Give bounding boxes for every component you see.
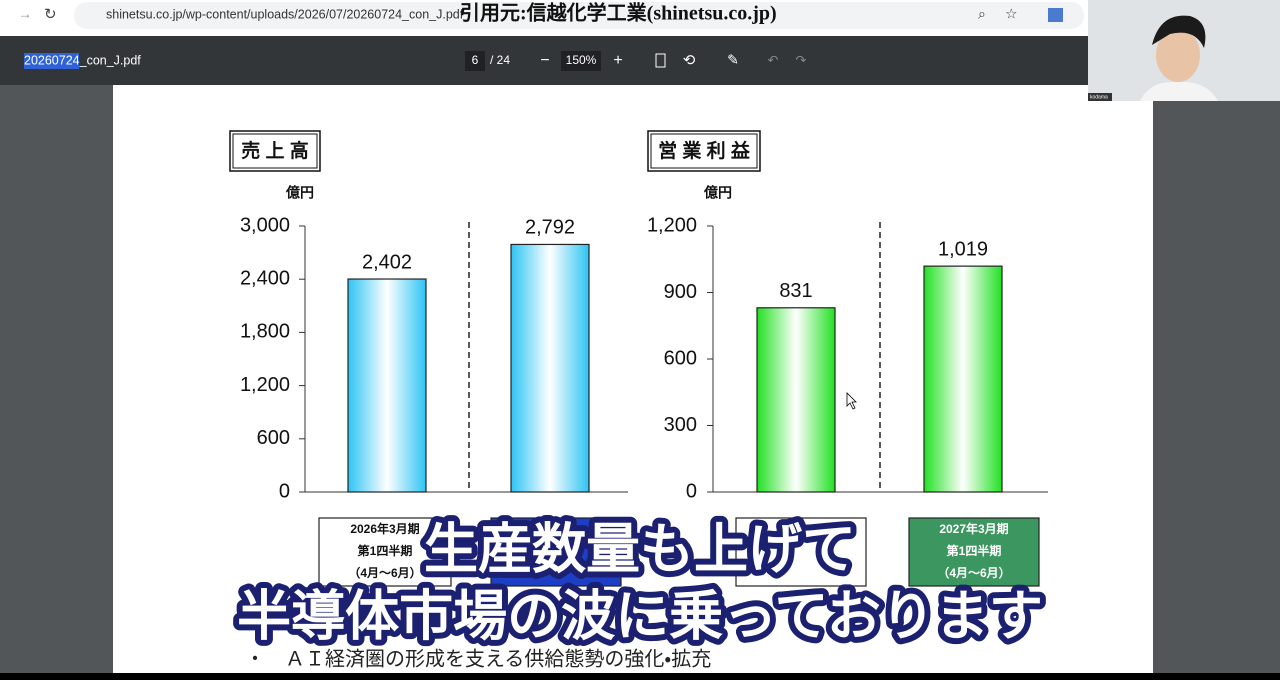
webcam-hair bbox=[1152, 15, 1206, 49]
y-tick-label: 0 bbox=[279, 480, 290, 502]
chart-title-box bbox=[647, 130, 761, 172]
y-tick-label: 1,200 bbox=[647, 214, 697, 236]
y-tick-label: 600 bbox=[664, 347, 697, 369]
y-tick-label: 3,000 bbox=[240, 214, 290, 236]
selection-highlight bbox=[24, 53, 79, 69]
page-total: / 24 bbox=[490, 53, 510, 67]
webcam-name: kodama bbox=[1090, 94, 1108, 100]
chart-title-box-inner bbox=[232, 133, 318, 169]
caption-line: 半導体市場の波に乗っております bbox=[237, 586, 1043, 646]
zoom-in[interactable]: + bbox=[613, 52, 622, 69]
category-label: 第1四半期 bbox=[357, 543, 413, 558]
page-number[interactable]: 6 bbox=[472, 53, 479, 67]
chart-title: 営 業 利 益 bbox=[658, 139, 751, 162]
zoom-icon[interactable]: ⌕ bbox=[978, 6, 986, 22]
pdf-toolbar bbox=[0, 36, 1280, 85]
category-box bbox=[908, 517, 1040, 587]
chart-title-box-inner bbox=[650, 133, 758, 169]
chart-title-box bbox=[229, 130, 321, 172]
bar bbox=[756, 307, 836, 493]
value-label: 2,792 bbox=[525, 217, 575, 239]
bar bbox=[923, 265, 1003, 493]
page-input[interactable] bbox=[465, 51, 485, 71]
category-box bbox=[735, 517, 867, 587]
y-tick-label: 1,800 bbox=[240, 321, 290, 343]
category-label: 2026年3月期 bbox=[350, 521, 419, 536]
charts: 売 上 高億円 0 600 1,200 1,800 2,400 3,000 2,402 2026… bbox=[229, 130, 1048, 587]
value-label: 2,402 bbox=[362, 251, 412, 273]
y-tick-label: 600 bbox=[257, 427, 290, 449]
forward-button[interactable]: → bbox=[18, 6, 32, 22]
bar bbox=[510, 243, 590, 493]
zoom-level[interactable]: 150% bbox=[566, 53, 597, 67]
category-label: 2027年3月期 bbox=[939, 521, 1008, 536]
fit-button[interactable] bbox=[655, 53, 666, 68]
zoom-input[interactable] bbox=[561, 51, 601, 71]
annotate-button[interactable]: ✎ bbox=[727, 52, 739, 68]
bookmark-star[interactable]: ☆ bbox=[1005, 6, 1018, 22]
category-box bbox=[318, 517, 452, 587]
url: shinetsu.co.jp/wp-content/uploads/2026/0… bbox=[106, 7, 464, 21]
bar bbox=[347, 278, 427, 493]
y-tick-label: 0 bbox=[686, 480, 697, 502]
footer-text: ・ ＡＩ経済圏の形成を支える供給態勢の強化・拡充 bbox=[245, 648, 711, 671]
category-box bbox=[490, 517, 622, 587]
reload-button[interactable]: ↻ bbox=[44, 6, 57, 23]
mouse-cursor bbox=[846, 392, 857, 410]
webcam-name-tag bbox=[1088, 93, 1112, 101]
chart-title: 売 上 高 bbox=[241, 139, 309, 162]
webcam-shirt bbox=[1140, 81, 1218, 101]
webcam-face bbox=[1156, 28, 1200, 82]
value-label: 1,019 bbox=[938, 238, 988, 260]
extension-icon[interactable] bbox=[1048, 8, 1063, 22]
caption-line: 生産数量も上げて bbox=[424, 519, 856, 579]
y-tick-label: 1,200 bbox=[240, 374, 290, 396]
y-tick-label: 2,400 bbox=[240, 267, 290, 289]
zoom-out[interactable]: − bbox=[540, 52, 549, 69]
category-label: 第1四半期 bbox=[946, 543, 1002, 558]
category-label: （4月～6月） bbox=[937, 565, 1010, 580]
value-label: 831 bbox=[779, 280, 812, 302]
file-name: 20260724_con_J.pdf bbox=[24, 53, 141, 67]
y-tick-label: 300 bbox=[664, 414, 697, 436]
unit-label: 億円 bbox=[703, 185, 732, 201]
address-bar[interactable] bbox=[74, 2, 1084, 29]
rotate-button[interactable]: ⟲ bbox=[683, 52, 696, 69]
y-tick-label: 900 bbox=[664, 281, 697, 303]
redo-button[interactable]: ↷ bbox=[796, 52, 808, 67]
undo-button[interactable]: ↶ bbox=[768, 52, 779, 67]
source-note: 引用元:信越化学工業(shinetsu.co.jp) bbox=[460, 1, 777, 25]
category-label: （4月～6月） bbox=[348, 565, 421, 580]
unit-label: 億円 bbox=[285, 185, 314, 201]
